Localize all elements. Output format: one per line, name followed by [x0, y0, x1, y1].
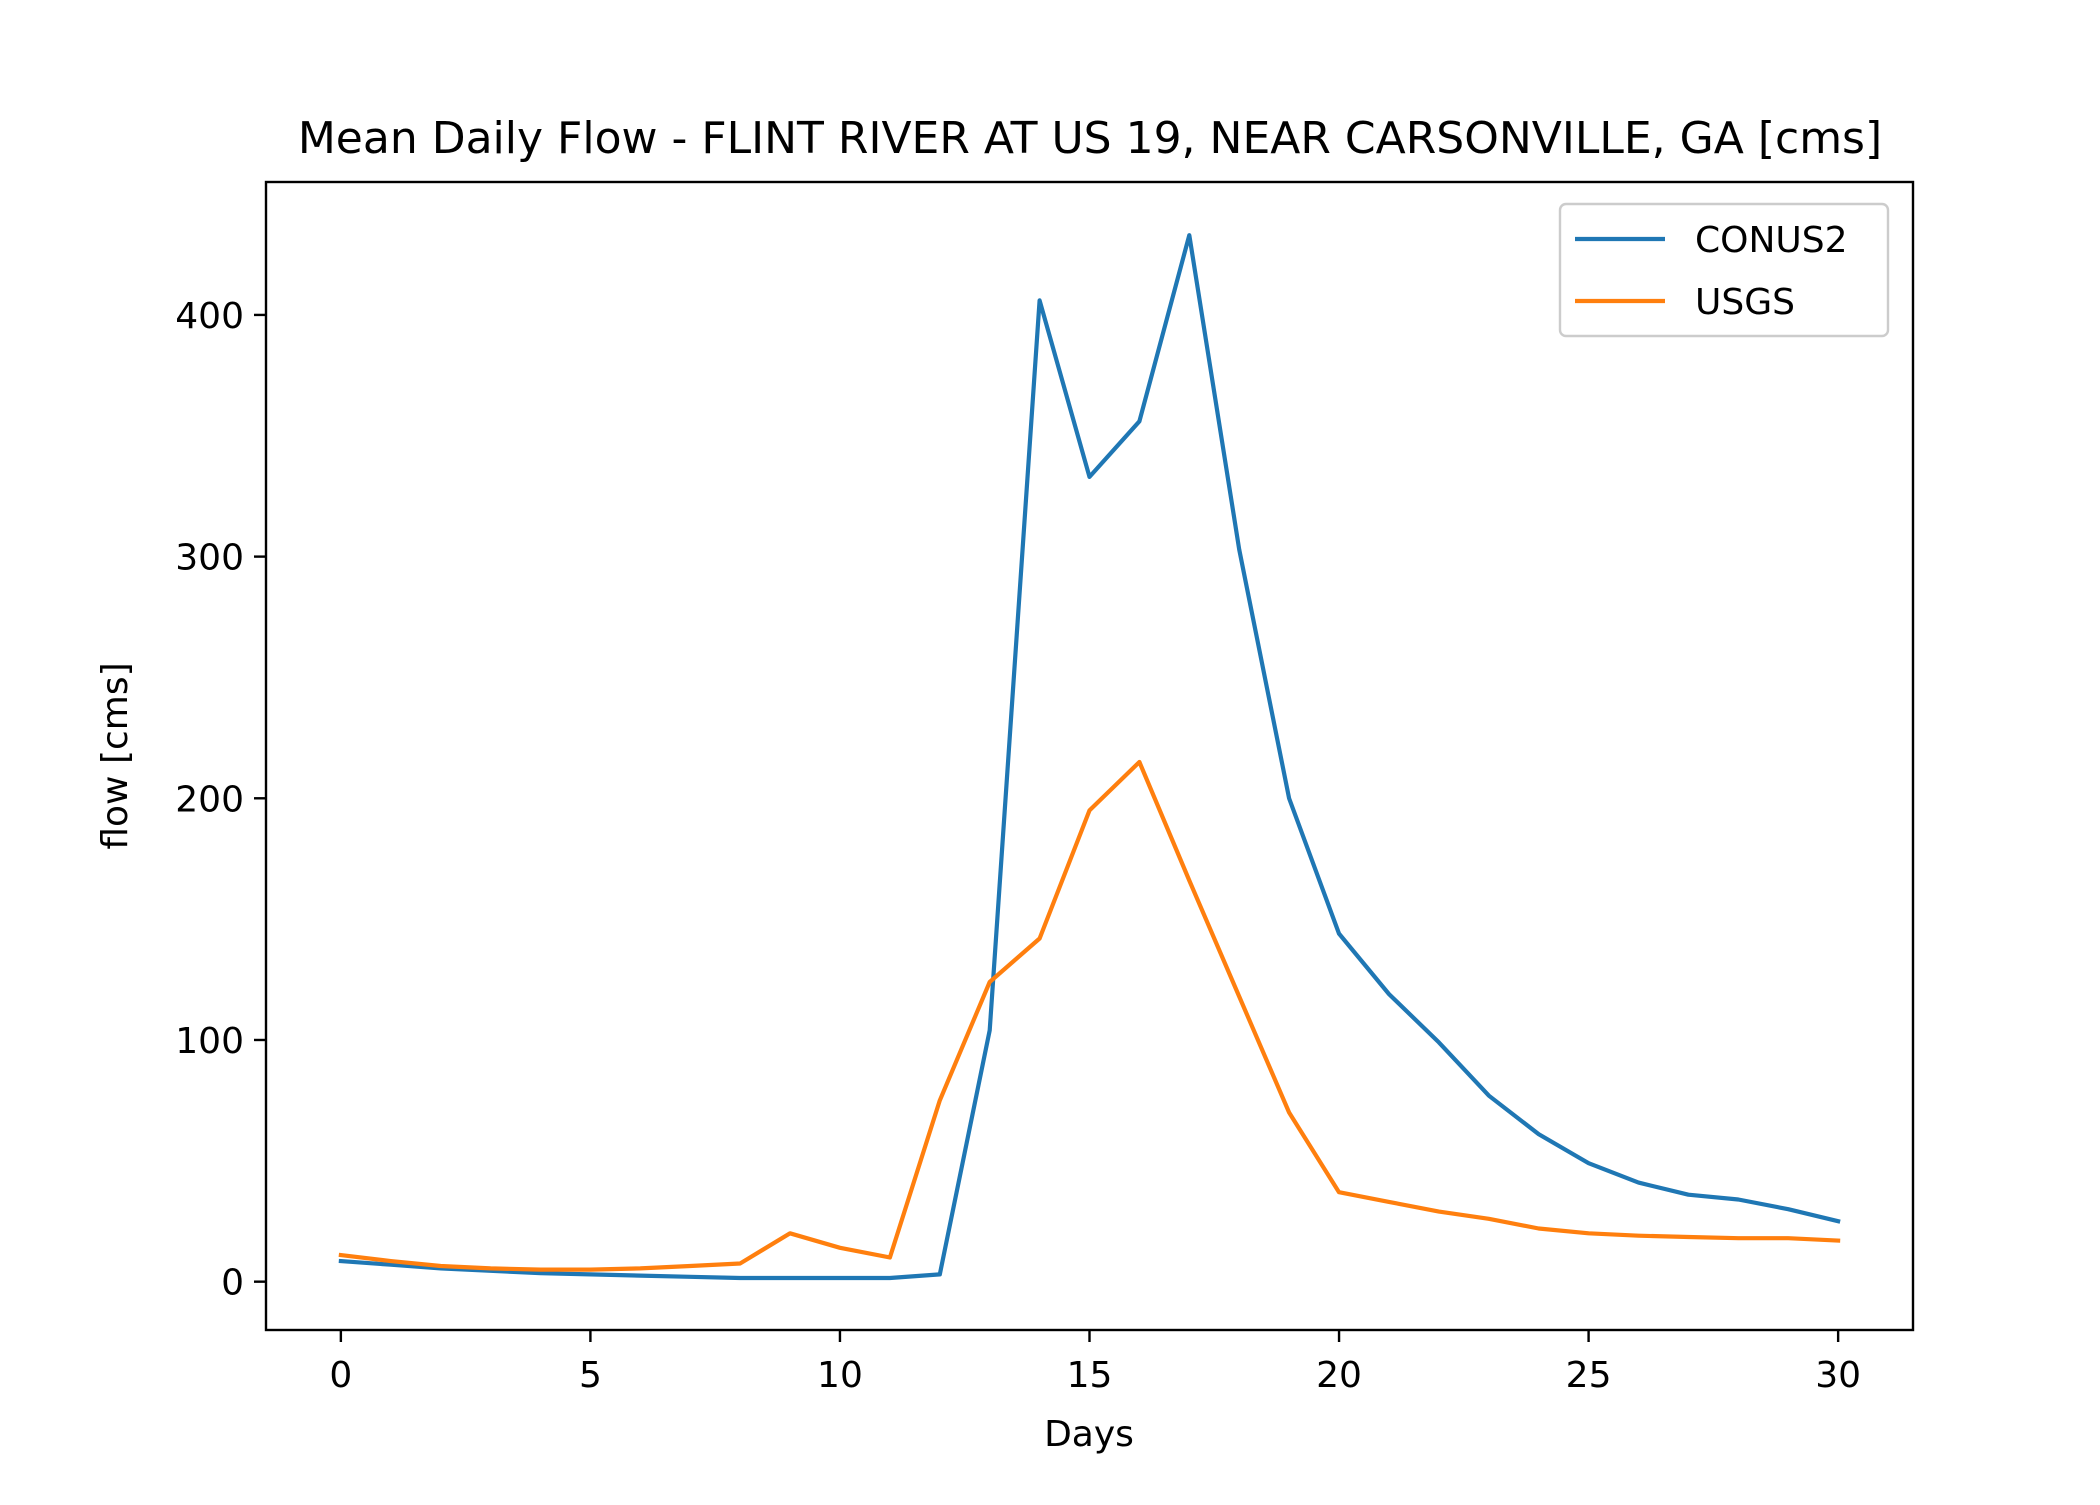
y-axis-label: flow [cms] — [95, 662, 136, 849]
y-tick-label: 100 — [175, 1021, 244, 1062]
plot-marks — [338, 233, 1841, 1281]
series-line-conus2 — [338, 233, 1841, 1281]
y-tick-label: 300 — [175, 538, 244, 579]
legend: CONUS2 USGS — [1558, 202, 1890, 338]
x-tick-label: 30 — [1815, 1355, 1861, 1396]
x-tick-label: 10 — [817, 1355, 863, 1396]
legend-label-usgs: USGS — [1695, 282, 1795, 323]
y-tick-label: 0 — [221, 1263, 244, 1304]
x-axis: 0 5 10 15 20 25 30 — [329, 1330, 1861, 1396]
legend-label-conus2: CONUS2 — [1695, 220, 1848, 261]
x-axis-label: Days — [1044, 1414, 1134, 1455]
x-tick-label: 25 — [1566, 1355, 1612, 1396]
y-axis: 0 100 200 300 400 — [175, 296, 266, 1304]
y-tick-label: 400 — [175, 296, 244, 337]
x-tick-label: 15 — [1067, 1355, 1113, 1396]
x-tick-label: 5 — [579, 1355, 602, 1396]
y-tick-label: 200 — [175, 779, 244, 820]
x-tick-label: 0 — [329, 1355, 352, 1396]
x-tick-label: 20 — [1316, 1355, 1362, 1396]
chart-title: Mean Daily Flow - FLINT RIVER AT US 19, … — [298, 113, 1882, 164]
series-line-usgs — [338, 759, 1841, 1272]
